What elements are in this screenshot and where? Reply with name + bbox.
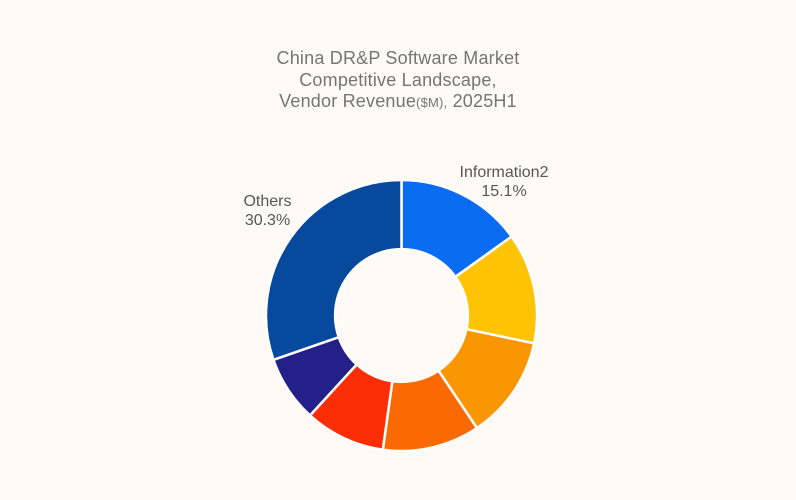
chart-title-line3: Vendor Revenue($M), 2025H1 — [0, 91, 796, 114]
chart-title-unit-text: ($M), — [416, 95, 448, 111]
segment-percent: 15.1% — [481, 182, 527, 200]
chart-title: China DR&P Software Market Competitive L… — [0, 48, 796, 114]
chart-title-period-text: 2025H1 — [447, 91, 517, 112]
segment-label-information2: Information2 15.1% — [427, 164, 581, 201]
segment-name: Others — [243, 193, 292, 210]
segment-percent: 30.3% — [244, 211, 291, 229]
segment-name: Information2 — [459, 164, 549, 181]
chart-title-revenue-text: Vendor Revenue — [279, 91, 417, 112]
chart-title-line1: China DR&P Software Market — [276, 48, 520, 68]
segment-label-others: Others 30.3% — [227, 193, 308, 230]
chart-title-line2: Competitive Landscape, — [299, 69, 497, 90]
donut-segment-others[interactable] — [264, 178, 403, 362]
